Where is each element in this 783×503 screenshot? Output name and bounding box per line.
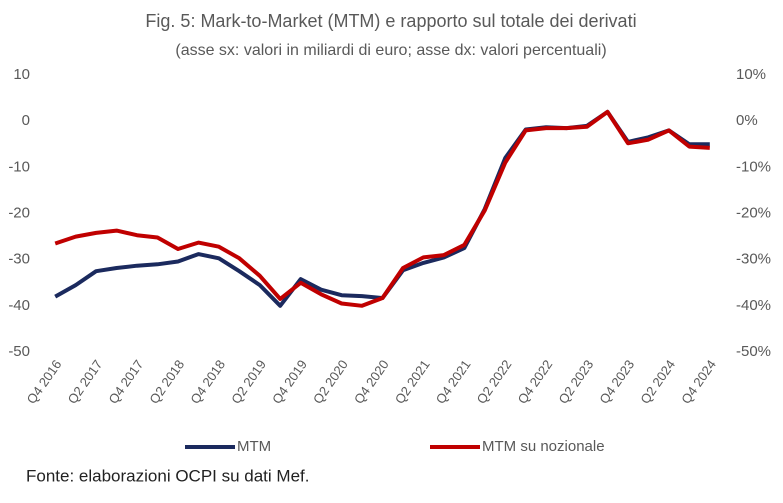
x-tick-label: Q4 2020 <box>351 357 392 406</box>
y-tick-label: 10 <box>13 66 30 83</box>
x-tick-label: Q2 2017 <box>65 357 106 406</box>
x-tick-label: Q2 2023 <box>555 357 596 406</box>
chart-title: Fig. 5: Mark-to-Market (MTM) e rapporto … <box>145 11 636 31</box>
x-tick-label: Q2 2022 <box>474 357 515 406</box>
x-tick-label: Q4 2024 <box>678 357 719 406</box>
y-tick-label: -30 <box>8 251 30 268</box>
x-tick-label: Q2 2024 <box>637 357 678 406</box>
y2-tick-label: -50% <box>736 343 771 360</box>
series-line <box>54 109 710 308</box>
y2-tick-label: 10% <box>736 66 766 83</box>
legend-label: MTM su nozionale <box>482 438 605 455</box>
x-tick-label: Q4 2016 <box>24 357 65 406</box>
x-tick-label: Q2 2019 <box>228 357 269 406</box>
y-tick-label: -10 <box>8 158 30 175</box>
x-tick-label: Q4 2018 <box>187 357 228 406</box>
x-tick-label: Q4 2017 <box>105 357 146 406</box>
y2-tick-label: -20% <box>736 204 771 221</box>
chart-subtitle: (asse sx: valori in miliardi di euro; as… <box>175 42 606 59</box>
legend-label: MTM <box>237 438 271 455</box>
x-tick-label: Q4 2022 <box>515 357 556 406</box>
y2-tick-label: -10% <box>736 158 771 175</box>
x-tick-label: Q2 2021 <box>392 357 433 406</box>
y-tick-label: 0 <box>22 112 30 129</box>
y-tick-label: -20 <box>8 204 30 221</box>
x-tick-label: Q4 2021 <box>433 357 474 406</box>
x-tick-label: Q2 2020 <box>310 357 351 406</box>
x-tick-label: Q4 2023 <box>596 357 637 406</box>
y2-tick-label: 0% <box>736 112 758 129</box>
y-tick-label: -40 <box>8 297 30 314</box>
x-tick-label: Q2 2018 <box>146 357 187 406</box>
y2-tick-label: -30% <box>736 251 771 268</box>
source: Fonte: elaborazioni OCPI su dati Mef. <box>26 466 309 485</box>
y2-tick-label: -40% <box>736 297 771 314</box>
series-line <box>54 109 710 308</box>
y-tick-label: -50 <box>8 343 30 360</box>
x-tick-label: Q4 2019 <box>269 357 310 406</box>
